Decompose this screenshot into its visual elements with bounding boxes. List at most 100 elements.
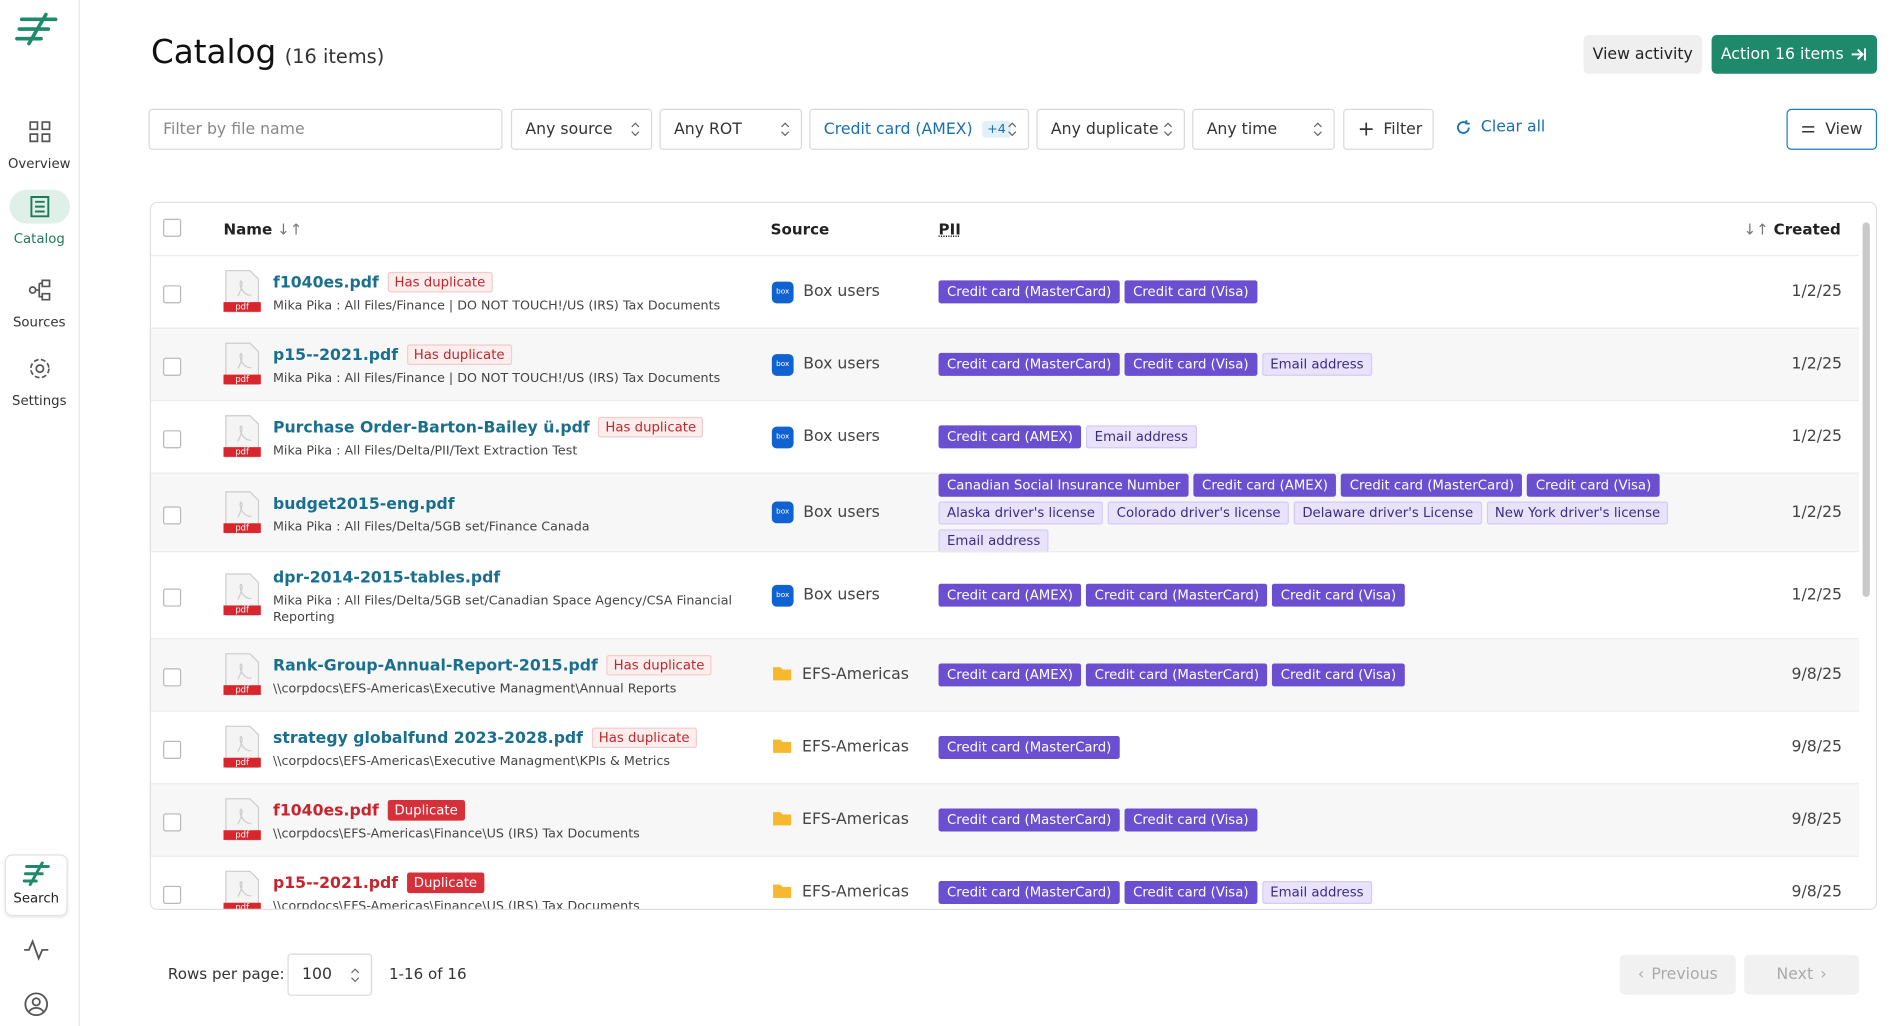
pii-tag: Credit card (Visa) [1124,808,1257,832]
nav-item[interactable]: Settings [0,352,79,409]
previous-button[interactable]: ‹ Previous [1619,954,1736,995]
table-body: pdf f1040es.pdf Has duplicate Mika Pika : A… [150,203,1859,909]
nav-item[interactable]: Catalog [0,189,79,247]
name-line: f1040es.pdf Has duplicate [272,269,738,293]
file-icon-page [223,573,261,621]
icon [223,573,261,616]
pii-tag: Credit card (Visa) [1272,583,1405,607]
clear-all[interactable]: Clear all [1456,118,1545,137]
source-name: Box users [803,282,880,301]
search-logo [6,856,66,890]
file-type: pdf [235,522,250,533]
file-name[interactable]: p15--2021.pdf [272,346,399,365]
pii-tag: Credit card (MasterCard) [938,280,1120,304]
view-button[interactable]: View [1786,108,1878,150]
row-checkbox[interactable] [163,885,182,904]
pii-cell: Credit card (AMEX) Email address [938,401,1746,472]
rows-per-page-select[interactable]: 100 [287,953,373,996]
name-cell: dpr-2014-2015-tables.pdf Mika Pika : All … [273,552,738,638]
box-icon: box [771,425,794,448]
source-cell: box Box users [771,401,880,472]
header-label: Source [770,219,830,239]
page-header: Catalog (16 items) [151,34,384,71]
filter-dropdown[interactable]: Credit card (AMEX) +4 [809,108,1030,150]
nav-label: Overview [7,155,71,172]
file-name[interactable]: strategy globalfund 2023-2028.pdf [272,729,584,749]
file-icon: pdf [223,653,261,697]
icon [28,121,50,143]
pii-cell: Credit card (AMEX) Credit card (MasterCar… [938,639,1746,710]
nav-item[interactable]: Overview [0,115,79,172]
nav-label: Catalog [13,230,65,247]
search-nav[interactable]: Search [4,854,68,917]
row-checkbox[interactable] [163,357,182,376]
source-name: Box users [803,427,880,446]
source-cell: EFS-Americas [772,857,909,909]
box-icon: box [771,501,794,524]
column-header: Source [771,203,830,255]
name-cell: p15--2021.pdf Duplicate \\corpdocs\EFS-Ame… [272,857,738,909]
user-icon[interactable] [23,991,50,1022]
file-name[interactable]: f1040es.pdf [272,274,379,293]
icon [1313,122,1322,137]
icon [773,811,792,825]
action-button[interactable]: Action 16 items [1711,35,1878,74]
name-cell: strategy globalfund 2023-2028.pdf Has dup… [273,712,738,783]
select-all-checkbox[interactable] [163,218,182,237]
file-name[interactable]: budget2015-eng.pdf [272,494,455,514]
row-checkbox[interactable] [163,505,182,524]
row-checkbox[interactable] [163,430,182,449]
row-checkbox[interactable] [163,813,182,832]
file-type: pdf [235,302,250,312]
file-name[interactable]: Rank-Group-Annual-Report-2015.pdf [272,657,598,676]
filter-button[interactable]: + Filter [1343,108,1434,150]
icon [1163,122,1173,137]
view-activity-button[interactable]: View activity [1583,35,1702,74]
filter-dropdown[interactable]: Any ROT [659,108,803,150]
column-header[interactable]: Name ↓↑ [223,203,302,255]
pii-cell: Credit card (MasterCard) Credit card (Vis… [938,256,1746,327]
icon [29,358,50,379]
file-path: \\corpdocs\EFS-Americas\Finance\US (IRS)… [272,826,640,842]
icon [773,884,792,898]
file-name[interactable]: Purchase Order-Barton-Bailey ü.pdf [272,419,590,438]
pii-tag: Credit card (Visa) [1124,280,1257,304]
duplicate-badge: Duplicate [406,872,485,894]
file-icon-page [223,415,261,463]
row-checkbox[interactable] [163,588,182,607]
icon [22,861,50,887]
file-icon: pdf [223,573,261,617]
activity-icon[interactable] [23,938,50,966]
file-type: pdf [235,447,250,457]
filename-filter[interactable]: Filter by file name [148,108,503,150]
filter-dropdown[interactable]: Any time [1192,108,1335,150]
next-button[interactable]: Next › [1744,954,1859,995]
row-checkbox[interactable] [163,668,182,687]
view-icon [1802,126,1815,133]
name-cell: budget2015-eng.pdf Mika Pika : All Files/… [273,474,738,551]
file-name[interactable]: dpr-2014-2015-tables.pdf [272,569,501,588]
scrollbar-thumb[interactable] [1862,222,1870,597]
filter-dropdown[interactable]: Any duplicate [1036,108,1185,150]
column-header[interactable]: ↓↑ Created [1743,203,1840,255]
file-path: Mika Pika : All Files/Delta/PII/Text Ext… [272,443,578,459]
button-label: View activity [1592,45,1693,64]
file-name[interactable]: p15--2021.pdf [272,874,399,894]
filter-dropdown[interactable]: Any source [510,108,653,150]
row-checkbox[interactable] [163,740,182,759]
folder-icon [772,737,793,759]
refresh-icon [1457,120,1470,134]
source-name: EFS-Americas [802,883,909,902]
name-line: Rank-Group-Annual-Report-2015.pdf Has dup… [273,653,738,676]
chevron: ‹ [1637,965,1645,984]
row-checkbox[interactable] [163,285,182,304]
nav-item[interactable]: Sources [0,273,79,330]
file-name[interactable]: f1040es.pdf [272,802,379,821]
nav-icon [9,189,70,224]
folder-icon [772,882,793,904]
nav-label: Settings [12,392,67,409]
file-icon-page [223,342,261,390]
box-icon: box [771,353,794,376]
file-icon: pdf [223,798,261,842]
pii-tag: Credit card (AMEX) [938,663,1082,687]
